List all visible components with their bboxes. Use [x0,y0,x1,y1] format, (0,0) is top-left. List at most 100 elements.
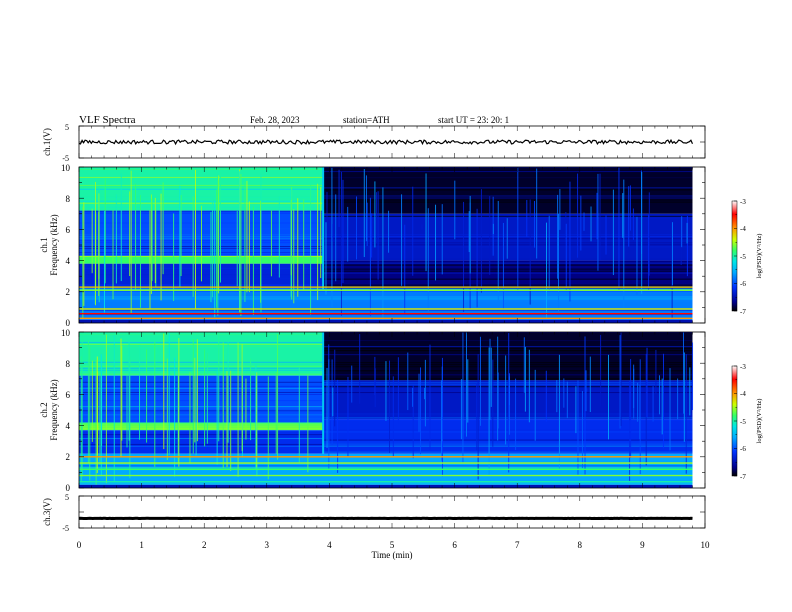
spec-texture [323,350,693,352]
spec-sferic [160,193,162,301]
spec-sferic [293,208,295,304]
spec-texture [323,199,693,201]
ch1-ytick-6: 6 [66,225,71,235]
spec-sferic [80,356,82,481]
ch1-voltage-ytick-bottom: -5 [62,154,69,163]
spec-texture [79,406,324,408]
spec-texture [323,262,693,264]
station-label: station=ATH [343,115,390,125]
spec-sferic [608,354,610,440]
spec-sferic [488,347,490,475]
spec-texture [79,438,324,440]
ch2-cbar-tick-6: -6 [740,445,746,453]
spec-texture [323,264,693,266]
spec-sferic [356,196,358,260]
spec-sferic [290,199,292,276]
spec-sferic [476,383,478,451]
xtick-3: 3 [265,540,270,550]
spec-texture [79,428,324,430]
spec-sferic [91,360,93,442]
spec-sferic [162,182,164,275]
spec-texture [323,362,693,364]
spec-sferic [278,196,280,278]
spec-sferic [196,339,198,442]
spec-sferic [421,224,423,230]
spec-texture [323,380,693,382]
spec-sferic [275,371,277,454]
spec-texture [323,419,693,421]
spec-texture [79,482,693,484]
spec-texture [323,346,693,348]
ch1-cbar-tick-6: -6 [740,280,746,288]
spec-sferic [310,185,312,315]
spec-sferic [623,179,625,309]
spec-sferic [677,378,679,420]
spec-texture [79,385,324,387]
ch1-ytick-2: 2 [66,287,71,297]
spec-sferic [586,388,588,392]
spec-texture [323,201,693,203]
spec-sferic [412,186,414,276]
spec-sferic [463,201,465,312]
spec-sferic [98,211,100,296]
spec-texture [323,417,693,419]
ch1-colorbar-label: log(PSD)(V²/Hz) [756,234,763,279]
spec-texture [323,413,693,415]
spec-texture [79,284,324,286]
spec-texture [79,412,324,414]
spec-sferic [331,167,333,308]
ch2-ytick-2: 2 [66,452,71,462]
ch1-voltage-trace [78,138,694,146]
spec-texture [323,244,693,246]
spec-texture [79,408,324,410]
spec-texture [79,418,324,420]
spec-sferic [210,211,212,303]
spec-sferic [179,185,181,287]
spec-sferic [389,360,391,453]
spec-sferic [645,353,647,466]
spec-sferic [506,218,508,259]
spec-segment [79,332,324,376]
spec-sferic [260,200,262,303]
ch1-ytick-8: 8 [66,194,71,204]
spec-sferic [120,338,122,458]
spec-segment [79,430,324,454]
ch1-ytick-0: 0 [66,318,71,328]
time-axis-ticks [78,126,706,528]
spec-sferic [427,208,429,313]
spec-sferic [577,173,579,258]
spec-sferic [559,189,561,230]
xtick-4: 4 [327,540,332,550]
spec-sferic [129,356,131,479]
spec-sferic [479,336,481,426]
spec-sferic [462,332,464,463]
spec-sferic [121,345,123,441]
spec-texture [79,393,324,395]
spec-transition-edge [322,332,325,454]
spec-sferic [412,385,414,459]
spec-sferic [524,346,526,412]
ch1-colorbar-ticks [734,200,737,312]
spec-transition-edge [322,167,325,289]
spec-texture [79,367,324,369]
spec-texture [79,361,324,363]
spec-sferic [334,349,336,427]
spec-segment [323,332,693,381]
spec-sferic [96,356,98,474]
spec-narrowband-line [79,481,693,483]
spec-sferic [404,224,406,315]
spec-texture [323,348,693,350]
spec-sferic [374,181,376,248]
spec-sferic [476,208,478,308]
spec-sferic [128,340,130,441]
ch2-ytick-4: 4 [66,421,71,431]
spec-sferic [126,374,128,448]
spec-sferic [686,222,688,244]
spec-sferic [89,346,91,481]
spec-sferic [584,336,586,475]
spec-sferic [385,361,387,421]
spec-texture [79,188,324,190]
spec-sferic [377,191,379,280]
spec-sferic [424,387,426,400]
spec-sferic [212,196,214,298]
